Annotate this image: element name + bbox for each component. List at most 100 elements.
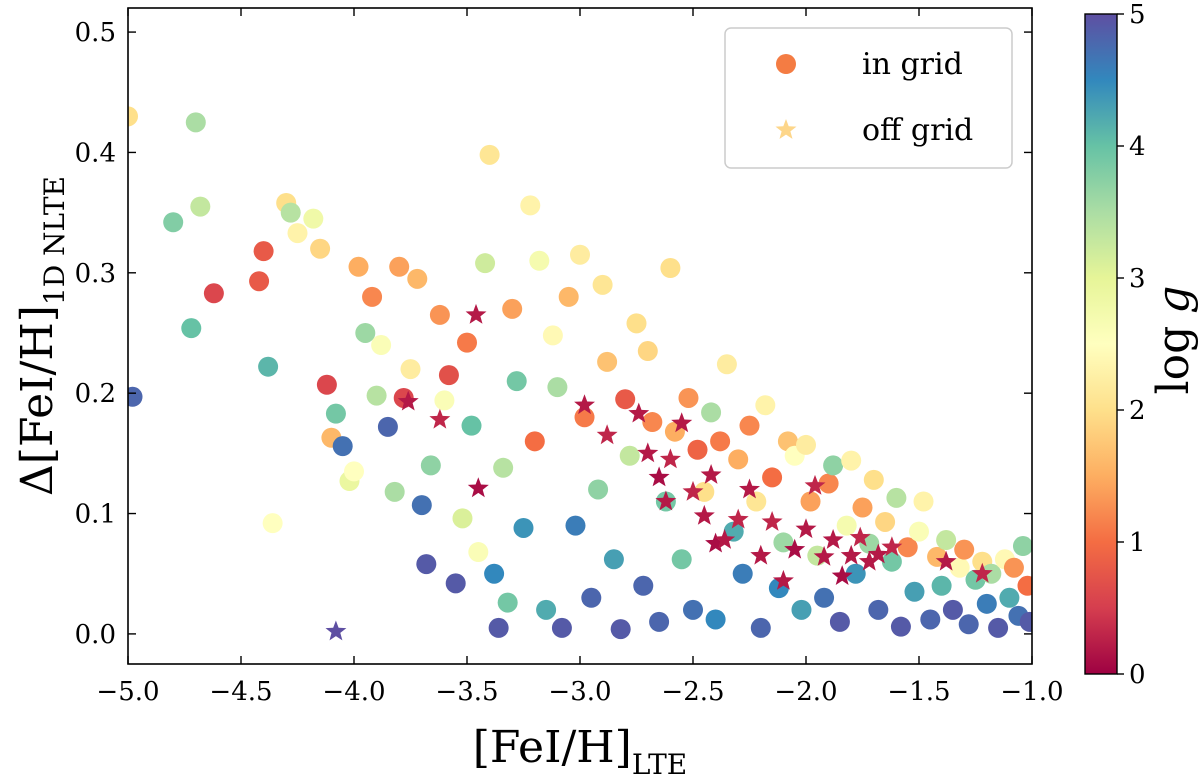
circle-point xyxy=(597,351,618,372)
legend: in grid off grid xyxy=(724,27,1013,169)
circle-point xyxy=(732,563,753,584)
circle-point xyxy=(438,365,459,386)
y-tick-label: 0.3 xyxy=(75,259,116,289)
circle-point xyxy=(203,283,224,304)
circle-point xyxy=(429,304,450,325)
circle-point xyxy=(886,487,907,508)
circle-point xyxy=(475,253,496,274)
circle-point xyxy=(881,551,902,572)
circle-point xyxy=(687,439,708,460)
colorbar-tick-label: 2 xyxy=(1129,396,1146,426)
circle-point xyxy=(1019,611,1032,632)
circle-point xyxy=(416,554,437,575)
colorbar-tick-label: 5 xyxy=(1129,0,1146,30)
colorbar-tick-label: 1 xyxy=(1129,528,1146,558)
circle-point xyxy=(181,318,202,339)
circle-point xyxy=(332,436,353,457)
circle-point xyxy=(999,587,1020,608)
circle-point xyxy=(468,542,489,563)
star-point xyxy=(397,390,419,411)
star-point xyxy=(795,518,817,539)
circle-point xyxy=(542,325,563,346)
star-point xyxy=(971,562,993,583)
circle-point xyxy=(445,573,466,594)
circle-point xyxy=(366,385,387,406)
circle-point xyxy=(710,431,731,452)
circle-point xyxy=(529,250,550,271)
circle-point xyxy=(1017,575,1032,596)
star-point xyxy=(465,303,487,324)
circle-point xyxy=(570,244,590,265)
circle-point xyxy=(163,212,184,233)
legend-marker-in-grid xyxy=(776,54,796,74)
circle-point xyxy=(683,599,703,620)
star-point xyxy=(648,466,670,487)
circle-point xyxy=(716,354,737,375)
circle-point xyxy=(909,521,929,542)
x-tick-label: −4.0 xyxy=(322,677,385,707)
legend-marker-off-grid xyxy=(775,119,797,139)
star-point xyxy=(772,569,794,590)
circle-point xyxy=(610,619,631,640)
star-point xyxy=(467,477,489,498)
circle-point xyxy=(506,371,527,392)
star-point xyxy=(705,532,727,553)
circle-point xyxy=(434,390,455,411)
colorbar-tick-label: 3 xyxy=(1129,264,1146,294)
circle-point xyxy=(452,508,473,529)
circle-point xyxy=(619,445,640,466)
circle-point xyxy=(547,377,568,398)
colorbar-ticks: 0 1 2 3 4 5 xyxy=(1117,0,1146,690)
circle-point xyxy=(253,241,274,262)
circle-point xyxy=(344,461,364,482)
circle-point xyxy=(1003,557,1024,578)
star-point xyxy=(655,490,677,511)
circle-point xyxy=(796,434,816,455)
circle-point xyxy=(128,106,138,127)
circle-point xyxy=(762,467,783,488)
circle-point xyxy=(389,256,410,277)
circle-point xyxy=(411,495,432,516)
circle-point xyxy=(371,335,392,356)
circle-point xyxy=(897,537,918,558)
circle-point xyxy=(904,581,925,602)
circle-point xyxy=(348,256,369,277)
circle-point xyxy=(565,515,586,536)
circle-point xyxy=(829,611,850,632)
circle-point xyxy=(262,513,283,534)
y-tick-label: 0.2 xyxy=(75,379,116,409)
colorbar-tick-label: 4 xyxy=(1129,132,1146,162)
circle-point xyxy=(988,617,1009,638)
circle-point xyxy=(863,469,884,490)
circle-point xyxy=(407,268,428,289)
circle-point xyxy=(633,575,654,596)
circle-point xyxy=(461,415,482,436)
circle-point xyxy=(581,587,602,608)
circle-point xyxy=(384,481,405,502)
circle-point xyxy=(976,593,997,614)
circle-point xyxy=(800,491,821,512)
circle-point xyxy=(520,195,541,216)
circle-point xyxy=(493,457,514,478)
x-tick-label: −1.0 xyxy=(1000,677,1063,707)
star-point xyxy=(881,536,903,557)
circle-point xyxy=(728,449,749,470)
circle-point xyxy=(574,407,595,428)
circle-point xyxy=(868,599,889,620)
circle-point xyxy=(488,617,509,638)
y-axis-label: Δ[FeI/H]1D NLTE xyxy=(12,176,71,496)
circle-point xyxy=(280,202,301,223)
star-point xyxy=(804,474,826,495)
circle-point xyxy=(746,491,767,512)
x-tick-label: −1.5 xyxy=(887,677,950,707)
x-tick-label: −2.0 xyxy=(774,677,837,707)
circle-point xyxy=(588,479,609,500)
circle-point xyxy=(558,286,579,307)
colorbar-tick-label: 0 xyxy=(1129,660,1146,690)
circle-point xyxy=(513,517,534,538)
star-point xyxy=(727,508,749,529)
circle-point xyxy=(536,599,557,620)
star-point xyxy=(574,394,595,415)
circle-point xyxy=(457,332,477,353)
